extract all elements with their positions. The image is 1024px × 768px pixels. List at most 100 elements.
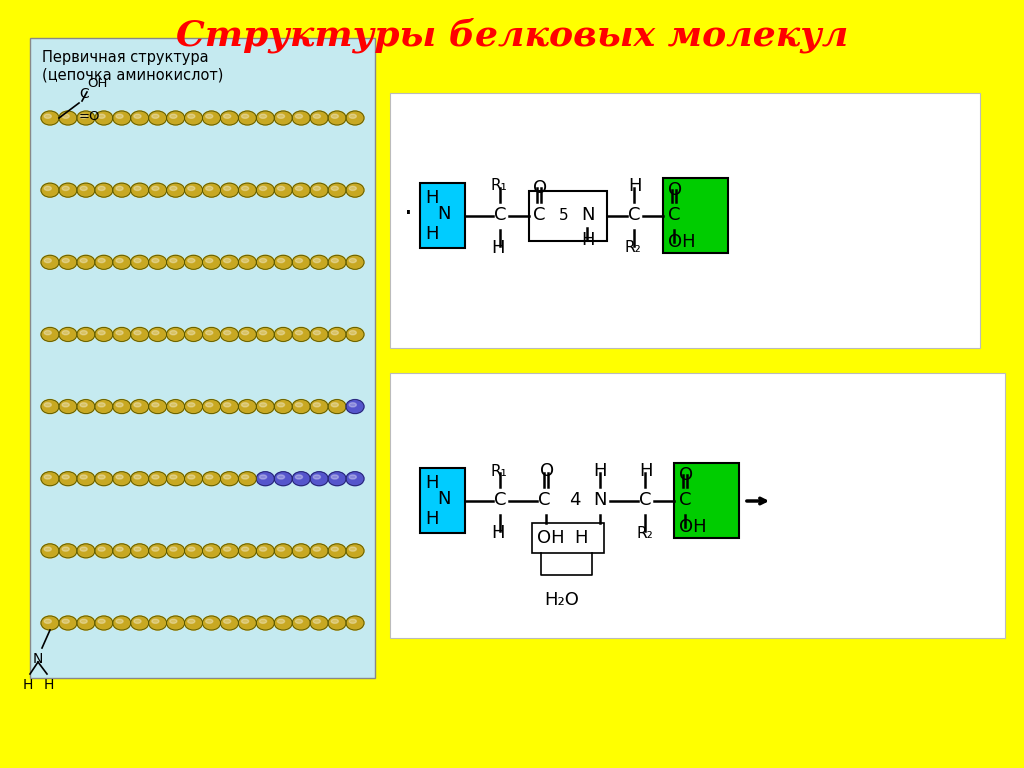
Ellipse shape: [184, 111, 203, 125]
Ellipse shape: [59, 616, 77, 630]
Ellipse shape: [331, 619, 338, 624]
Ellipse shape: [220, 616, 239, 630]
Ellipse shape: [242, 475, 249, 479]
Ellipse shape: [278, 402, 285, 407]
Ellipse shape: [203, 183, 220, 197]
Ellipse shape: [295, 402, 302, 407]
Ellipse shape: [203, 327, 220, 342]
Ellipse shape: [295, 114, 302, 118]
Ellipse shape: [256, 399, 274, 414]
Ellipse shape: [346, 616, 364, 630]
Ellipse shape: [206, 475, 213, 479]
Ellipse shape: [331, 547, 338, 551]
Ellipse shape: [331, 475, 338, 479]
Ellipse shape: [206, 402, 213, 407]
Ellipse shape: [44, 187, 51, 190]
Ellipse shape: [131, 183, 148, 197]
Ellipse shape: [134, 402, 141, 407]
Ellipse shape: [328, 544, 346, 558]
Ellipse shape: [148, 183, 167, 197]
Bar: [674, 463, 739, 538]
Text: O: O: [540, 462, 554, 480]
Ellipse shape: [98, 259, 105, 263]
Text: C: C: [668, 206, 681, 224]
Ellipse shape: [220, 183, 239, 197]
Ellipse shape: [349, 187, 356, 190]
Ellipse shape: [170, 259, 177, 263]
Ellipse shape: [274, 399, 292, 414]
Ellipse shape: [62, 330, 70, 335]
Ellipse shape: [295, 547, 302, 551]
Ellipse shape: [331, 259, 338, 263]
Ellipse shape: [113, 183, 131, 197]
Ellipse shape: [346, 472, 364, 485]
Ellipse shape: [98, 475, 105, 479]
Ellipse shape: [62, 187, 70, 190]
Ellipse shape: [80, 402, 87, 407]
Text: C: C: [534, 206, 546, 224]
Ellipse shape: [131, 111, 148, 125]
Ellipse shape: [242, 330, 249, 335]
Ellipse shape: [170, 475, 177, 479]
Ellipse shape: [80, 114, 87, 118]
Ellipse shape: [310, 255, 328, 270]
Ellipse shape: [242, 619, 249, 624]
Ellipse shape: [292, 472, 310, 485]
Ellipse shape: [80, 619, 87, 624]
Ellipse shape: [242, 187, 249, 190]
Ellipse shape: [41, 472, 59, 485]
Ellipse shape: [98, 114, 105, 118]
Text: C: C: [79, 87, 89, 101]
Ellipse shape: [274, 472, 292, 485]
Ellipse shape: [113, 544, 131, 558]
Ellipse shape: [256, 183, 274, 197]
Ellipse shape: [223, 259, 230, 263]
Ellipse shape: [131, 399, 148, 414]
Ellipse shape: [44, 259, 51, 263]
Text: H: H: [425, 474, 438, 492]
Ellipse shape: [259, 619, 266, 624]
Ellipse shape: [62, 259, 70, 263]
Ellipse shape: [77, 616, 95, 630]
Ellipse shape: [152, 619, 159, 624]
Ellipse shape: [152, 547, 159, 551]
Ellipse shape: [98, 187, 105, 190]
Ellipse shape: [167, 472, 184, 485]
Ellipse shape: [167, 399, 184, 414]
Ellipse shape: [274, 616, 292, 630]
Ellipse shape: [148, 111, 167, 125]
Text: C: C: [494, 491, 507, 509]
Text: Первичная структура: Первичная структура: [42, 50, 209, 65]
Ellipse shape: [223, 187, 230, 190]
Ellipse shape: [95, 544, 113, 558]
Ellipse shape: [349, 114, 356, 118]
Ellipse shape: [328, 111, 346, 125]
Ellipse shape: [313, 475, 321, 479]
Ellipse shape: [310, 472, 328, 485]
Ellipse shape: [95, 616, 113, 630]
Ellipse shape: [134, 330, 141, 335]
Ellipse shape: [152, 259, 159, 263]
Ellipse shape: [346, 399, 364, 414]
Ellipse shape: [223, 114, 230, 118]
Ellipse shape: [292, 616, 310, 630]
Ellipse shape: [184, 327, 203, 342]
Ellipse shape: [113, 616, 131, 630]
Ellipse shape: [187, 187, 195, 190]
Ellipse shape: [152, 330, 159, 335]
Text: (цепочка аминокислот): (цепочка аминокислот): [42, 68, 223, 83]
Bar: [390, 93, 980, 348]
Text: C: C: [679, 491, 691, 509]
Ellipse shape: [187, 402, 195, 407]
Ellipse shape: [223, 475, 230, 479]
Ellipse shape: [116, 187, 123, 190]
Ellipse shape: [346, 183, 364, 197]
Text: R₂: R₂: [636, 525, 652, 541]
Text: ·: ·: [403, 200, 413, 228]
Ellipse shape: [44, 475, 51, 479]
Text: OH: OH: [679, 518, 707, 536]
Ellipse shape: [259, 259, 266, 263]
Ellipse shape: [116, 402, 123, 407]
Text: C: C: [494, 206, 507, 224]
Ellipse shape: [349, 330, 356, 335]
